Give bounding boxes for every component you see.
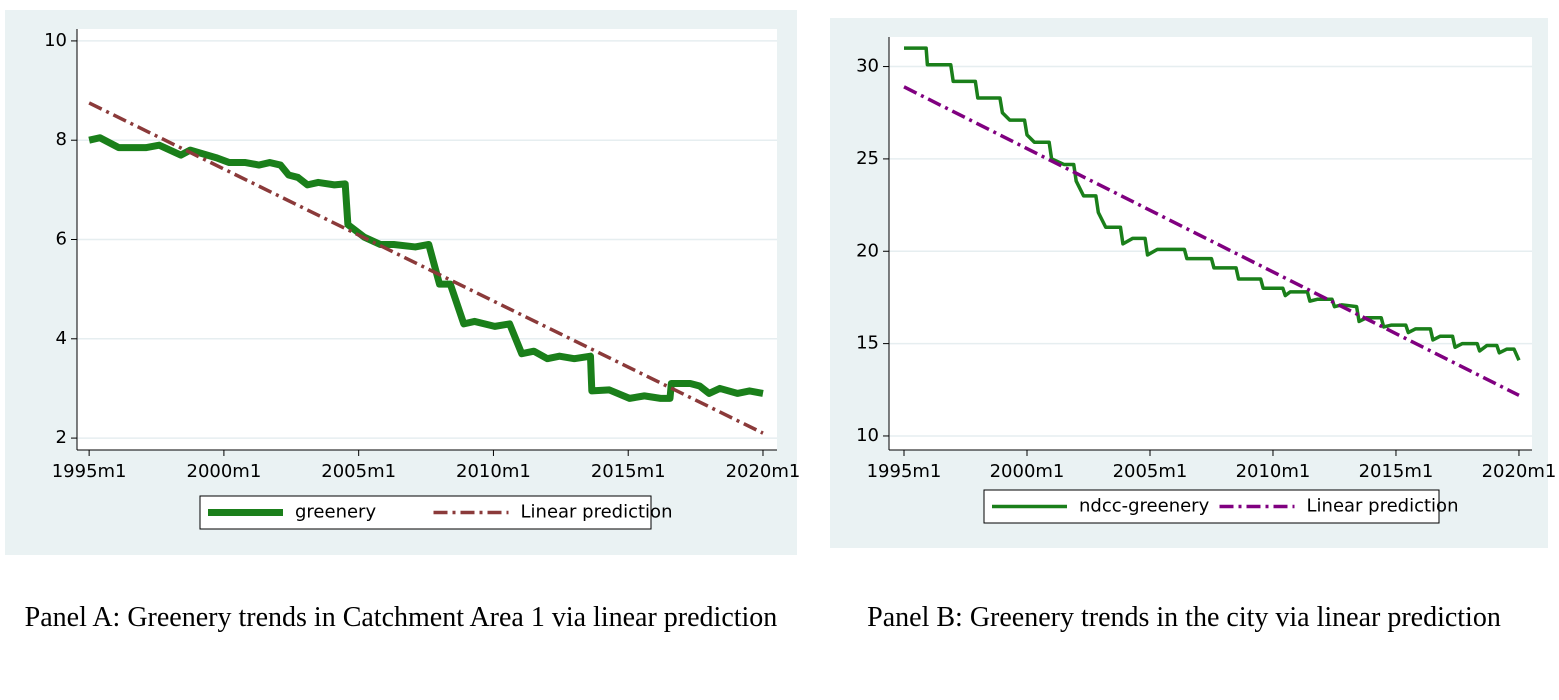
y-tick-label: 20: [856, 240, 879, 261]
data-line: [88, 134, 764, 402]
x-tick-label: 1995m1: [52, 461, 127, 482]
y-tick-label: 8: [56, 129, 67, 150]
x-tick-label: 2010m1: [1236, 461, 1311, 482]
plot-area: [889, 37, 1532, 450]
y-tick-label: 30: [856, 56, 879, 77]
x-tick-label: 2005m1: [321, 461, 396, 482]
x-tick-label: 1995m1: [867, 461, 942, 482]
x-tick-label: 2005m1: [1113, 461, 1188, 482]
y-tick-label: 10: [44, 30, 67, 51]
y-tick-label: 6: [56, 229, 67, 250]
data-line: [88, 101, 764, 435]
data-line: [903, 85, 1520, 397]
caption: Panel B: Greenery trends in the city via…: [867, 602, 1501, 633]
legend-label: Linear prediction: [1307, 496, 1459, 517]
y-tick-label: 4: [56, 328, 67, 349]
x-tick-label: 2000m1: [990, 461, 1065, 482]
legend-label: greenery: [295, 502, 376, 523]
caption: Panel A: Greenery trends in Catchment Ar…: [24, 602, 778, 633]
y-tick-label: 10: [856, 425, 879, 446]
x-tick-label: 2000m1: [187, 461, 262, 482]
x-tick-label: 2020m1: [1482, 461, 1557, 482]
x-tick-label: 2015m1: [591, 461, 666, 482]
y-tick-label: 15: [856, 333, 879, 354]
data-line: [904, 46, 1521, 361]
y-tick-label: 2: [56, 427, 67, 448]
y-tick-label: 25: [856, 148, 879, 169]
x-tick-label: 2020m1: [726, 461, 801, 482]
legend-label: ndcc-greenery: [1079, 496, 1210, 517]
x-tick-label: 2010m1: [456, 461, 531, 482]
x-tick-label: 2015m1: [1359, 461, 1434, 482]
legend-label: Linear prediction: [521, 502, 673, 523]
